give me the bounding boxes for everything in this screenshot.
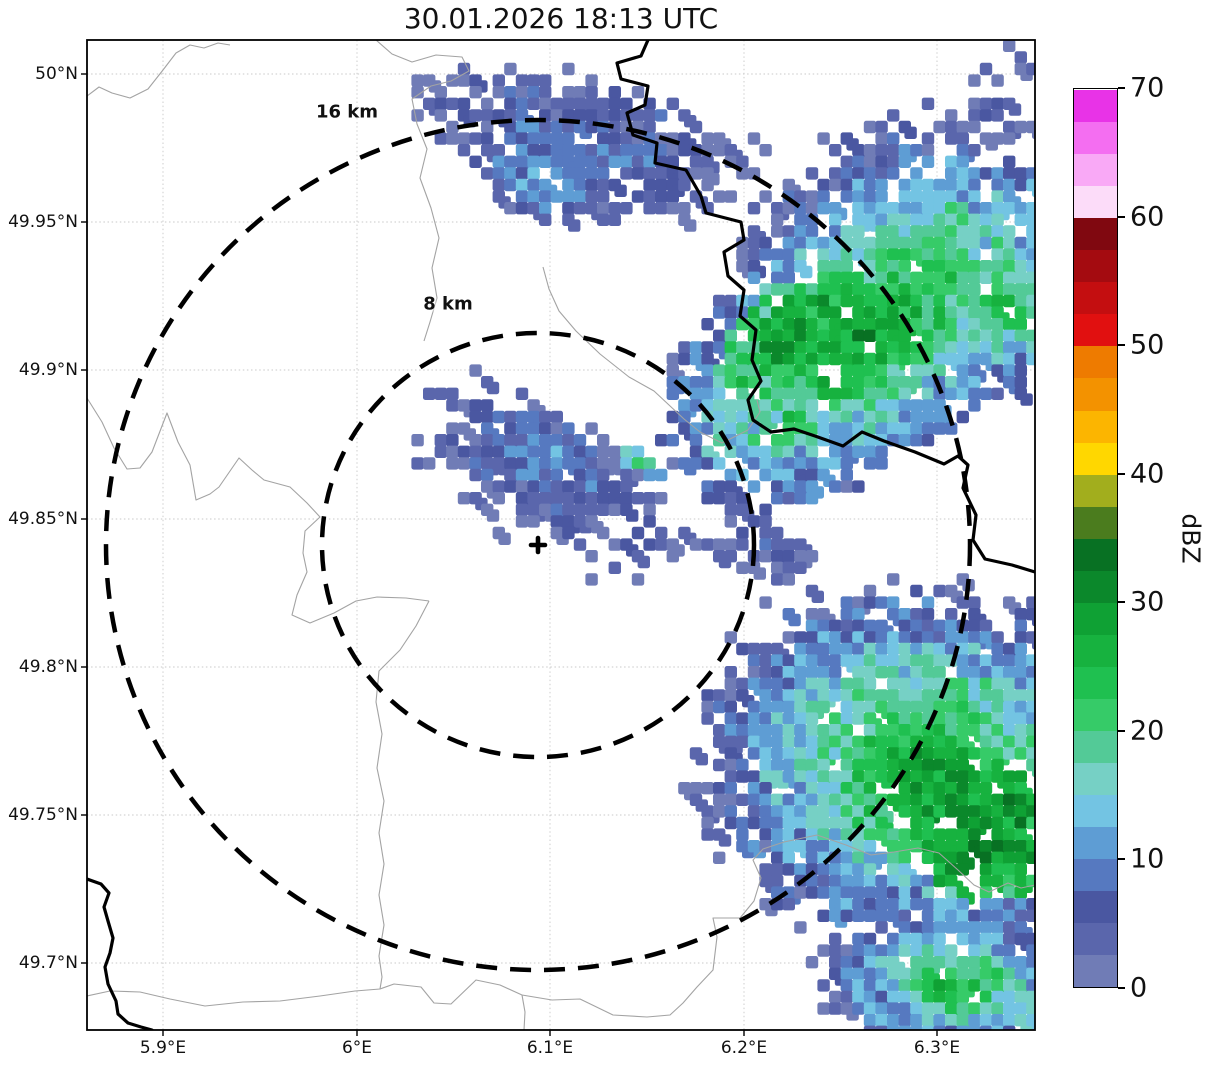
colorbar-tick-mark	[1118, 987, 1125, 989]
colorbar-tick-label: 0	[1130, 972, 1148, 1004]
colorbar-axis-label: dBZ	[1176, 513, 1206, 564]
lon-tick-label: 6.3°E	[913, 1038, 961, 1058]
lat-tick-label: 49.75°N	[8, 805, 78, 825]
colorbar-tick-mark	[1118, 344, 1125, 347]
colorbar-tick-label: 40	[1130, 458, 1165, 490]
colorbar-segment	[1074, 634, 1117, 667]
colorbar-segment	[1074, 762, 1117, 795]
lon-tick-label: 6.1°E	[526, 1038, 574, 1058]
lon-tick-label: 5.9°E	[139, 1038, 187, 1058]
colorbar-tick-mark	[1118, 729, 1125, 732]
range-ring-label-16km: 16 km	[315, 101, 379, 123]
colorbar-segment	[1074, 441, 1117, 475]
colorbar-segment	[1074, 602, 1117, 635]
colorbar-tick-mark	[1118, 472, 1125, 475]
colorbar-segment	[1074, 538, 1117, 571]
colorbar-tick-mark	[1118, 215, 1125, 218]
lat-tick-label: 49.9°N	[18, 360, 78, 380]
dbz-colorbar	[1073, 88, 1118, 988]
lat-tick-label: 49.7°N	[18, 953, 78, 973]
colorbar-tick-label: 60	[1130, 201, 1165, 233]
colorbar-segment	[1074, 473, 1117, 507]
colorbar-segment	[1074, 409, 1117, 443]
colorbar-tick-mark	[1118, 601, 1125, 604]
lat-tick-label: 50°N	[35, 64, 78, 84]
colorbar-segment	[1074, 890, 1117, 923]
colorbar-segment	[1074, 666, 1117, 699]
colorbar-segment	[1074, 217, 1117, 251]
colorbar-segment	[1074, 570, 1117, 603]
lat-tick-label: 49.85°N	[8, 509, 78, 529]
lon-tick-label: 6°E	[341, 1038, 373, 1058]
colorbar-tick-label: 70	[1130, 72, 1165, 104]
lat-tick-label: 49.8°N	[18, 657, 78, 677]
colorbar-segment	[1074, 281, 1117, 315]
colorbar-segment	[1074, 794, 1117, 827]
colorbar-tick-label: 50	[1130, 329, 1165, 361]
colorbar-tick-mark	[1118, 87, 1125, 89]
lon-tick-label: 6.2°E	[720, 1038, 768, 1058]
colorbar-tick-label: 30	[1130, 586, 1165, 618]
colorbar-segment	[1074, 153, 1117, 187]
colorbar-segment	[1074, 121, 1117, 155]
colorbar-segment	[1074, 377, 1117, 411]
colorbar-segment	[1074, 858, 1117, 891]
figure-title: 30.01.2026 18:13 UTC	[403, 2, 719, 35]
range-ring-label-8km: 8 km	[423, 293, 473, 315]
colorbar-segment	[1074, 730, 1117, 763]
colorbar-segment	[1074, 345, 1117, 379]
colorbar-tick-label: 20	[1130, 715, 1165, 747]
lat-tick-label: 49.95°N	[8, 212, 78, 232]
colorbar-segment	[1074, 89, 1117, 123]
colorbar-tick-label: 10	[1130, 843, 1165, 875]
colorbar-tick-mark	[1118, 858, 1125, 861]
colorbar-segment	[1074, 826, 1117, 859]
colorbar-segment	[1074, 954, 1117, 987]
colorbar-segment	[1074, 505, 1117, 539]
colorbar-segment	[1074, 185, 1117, 219]
colorbar-segment	[1074, 313, 1117, 347]
colorbar-segment	[1074, 922, 1117, 955]
colorbar-segment	[1074, 698, 1117, 731]
colorbar-segment	[1074, 249, 1117, 283]
